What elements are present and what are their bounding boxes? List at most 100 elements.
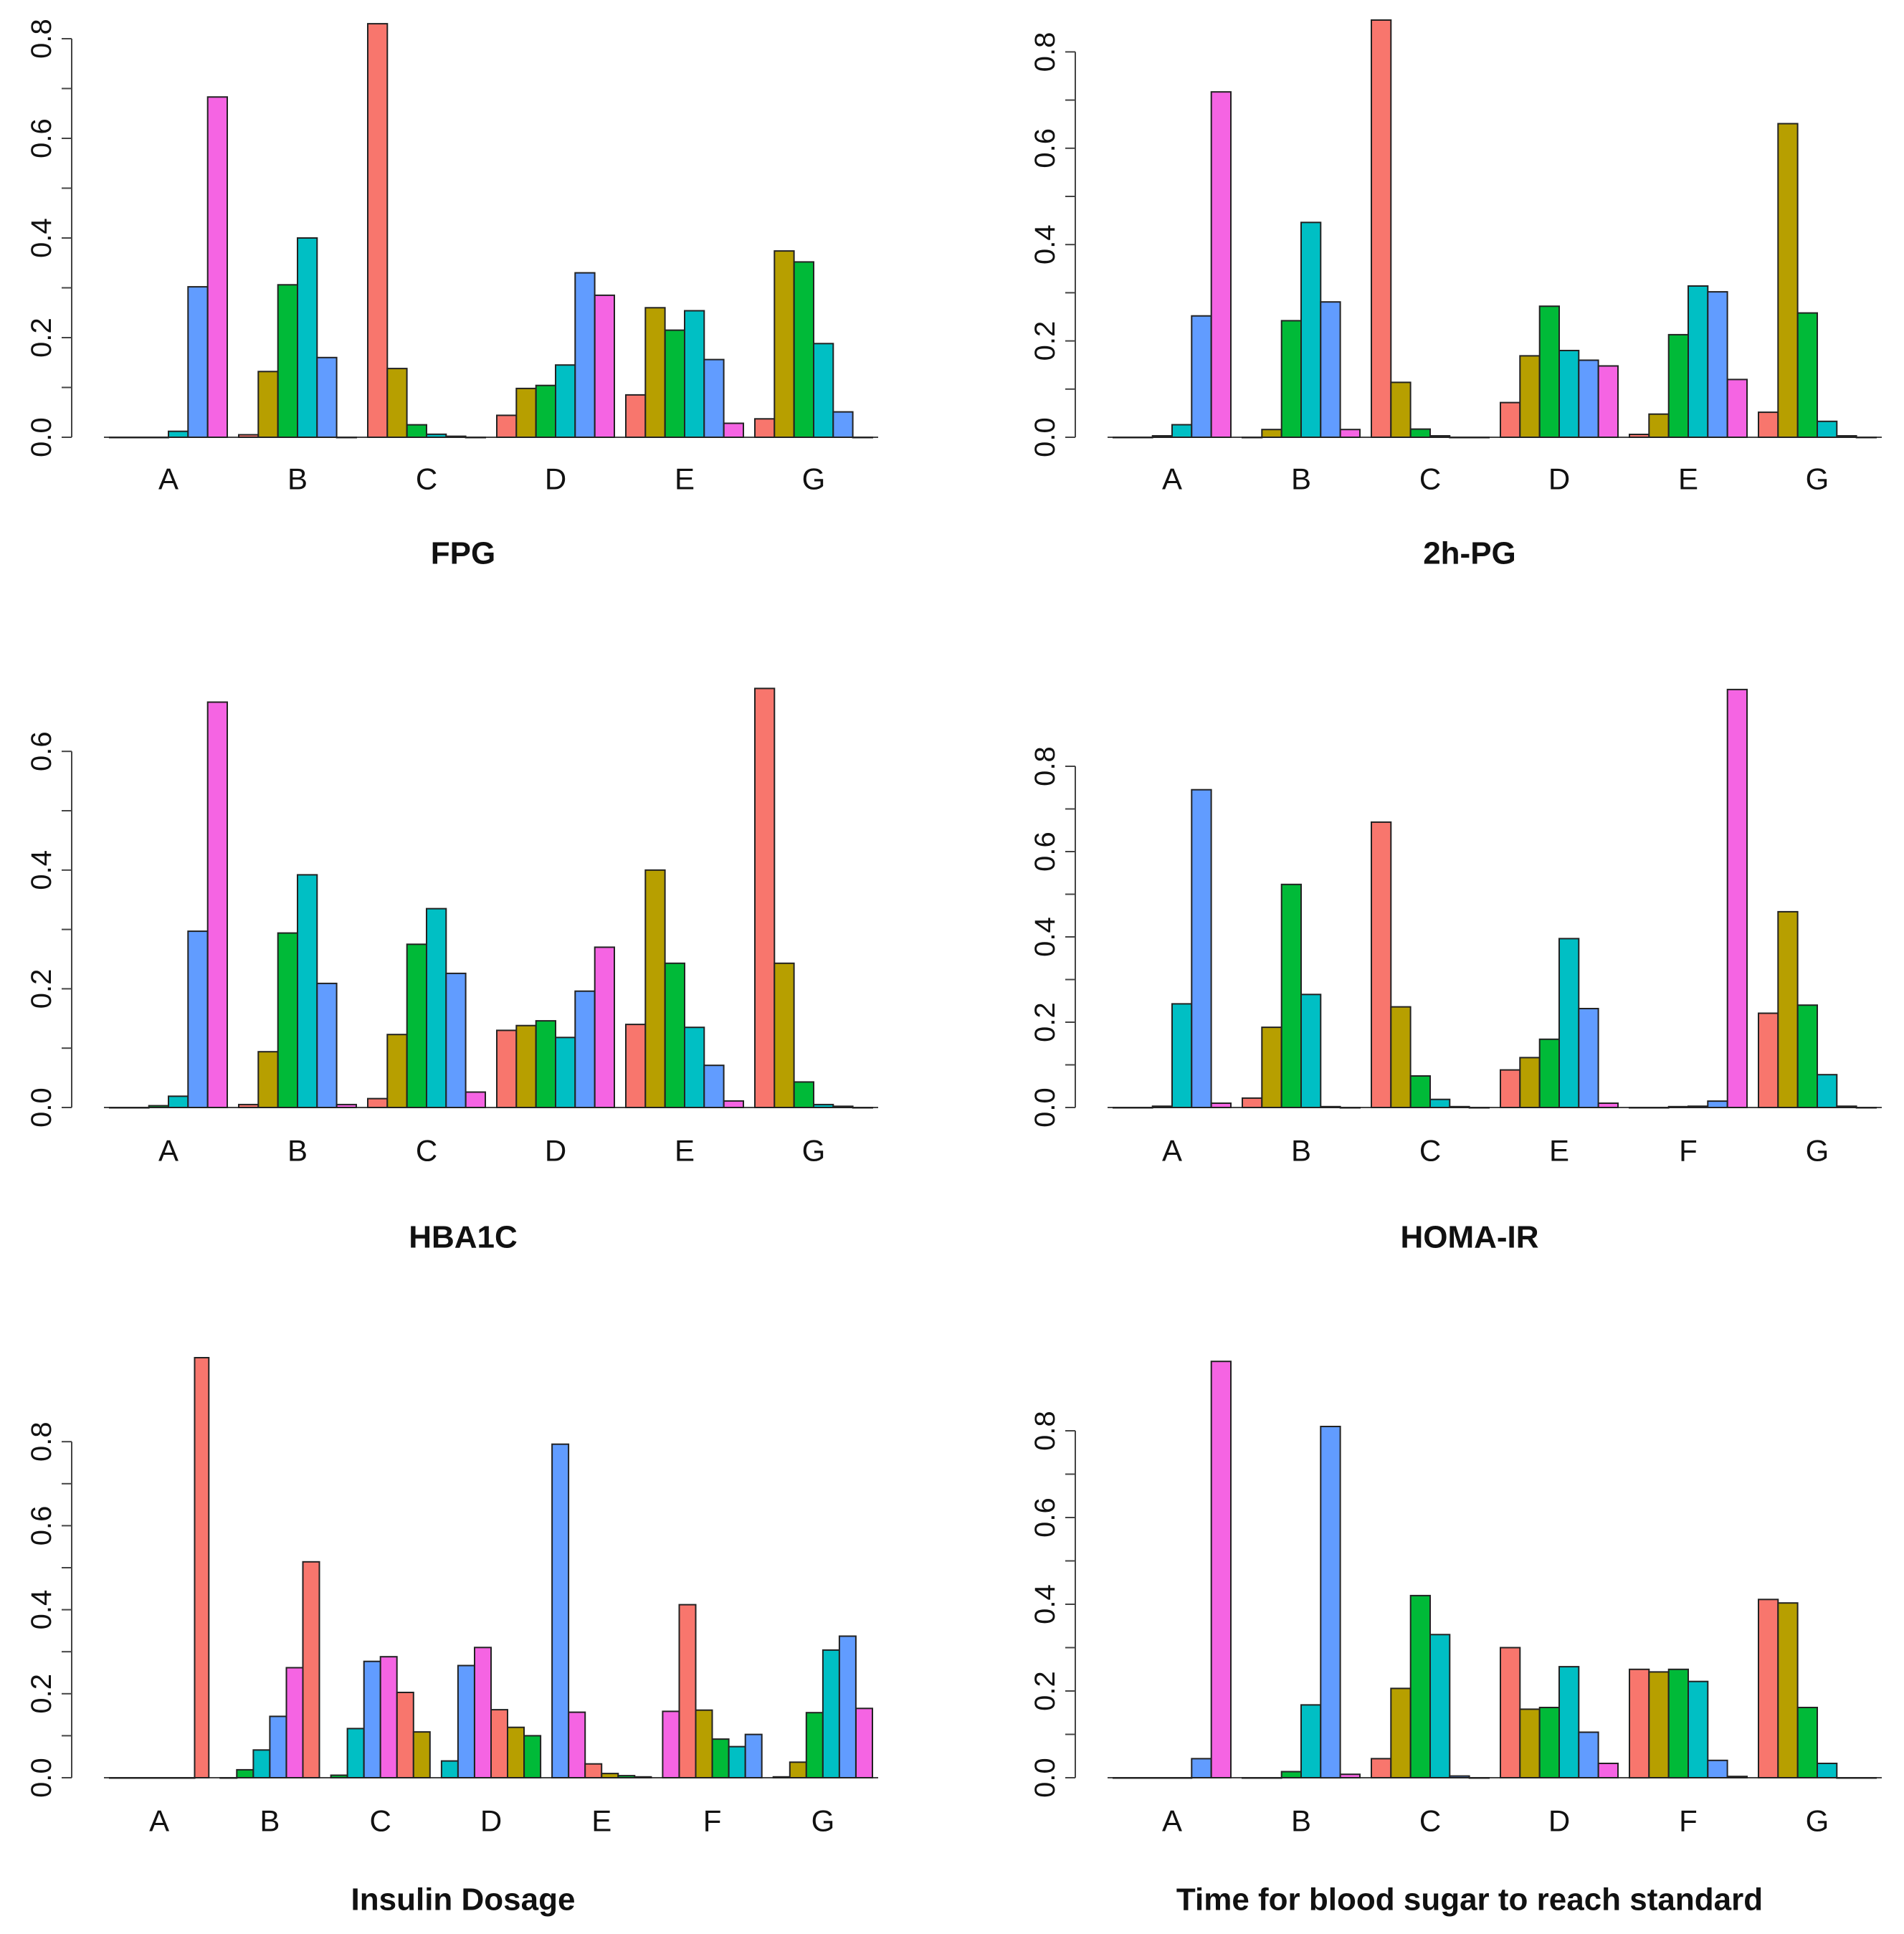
x-tick-label: A bbox=[1162, 1804, 1182, 1838]
bar-b-4 bbox=[297, 237, 318, 438]
bar-g-1 bbox=[754, 687, 776, 1108]
bar-d-6 bbox=[594, 294, 616, 438]
bar-e-2 bbox=[644, 869, 666, 1109]
y-tick-label: 0.2 bbox=[1029, 1002, 1061, 1042]
bar-c-2 bbox=[1390, 1687, 1412, 1778]
bar-c-3 bbox=[1409, 1075, 1431, 1108]
bar-b-6 bbox=[302, 1561, 320, 1779]
bar-c-3 bbox=[1409, 428, 1431, 438]
bar-a-2 bbox=[128, 437, 150, 439]
bar-d-1 bbox=[1500, 1647, 1521, 1778]
bar-c-2 bbox=[386, 1034, 408, 1108]
bar-e-6 bbox=[723, 422, 745, 438]
bar-e-4 bbox=[1688, 285, 1709, 438]
bar-c-3 bbox=[363, 1660, 381, 1778]
bar-e-4 bbox=[1558, 938, 1580, 1109]
bar-g-6 bbox=[1855, 437, 1877, 439]
bar-b-4 bbox=[297, 874, 318, 1109]
y-tick-label: 0.0 bbox=[1029, 1087, 1061, 1128]
bar-c-4 bbox=[426, 908, 447, 1108]
bar-b-4 bbox=[1300, 1704, 1322, 1778]
bar-g-3 bbox=[1796, 1004, 1818, 1108]
x-tick-label: F bbox=[703, 1804, 722, 1838]
bar-g-3 bbox=[805, 1712, 824, 1778]
bar-b-4 bbox=[1300, 994, 1322, 1109]
y-tick-label: 0.8 bbox=[1029, 32, 1061, 72]
bar-e-5 bbox=[703, 358, 725, 439]
bar-c-6 bbox=[1468, 1107, 1490, 1109]
x-tick-label: B bbox=[287, 462, 308, 496]
bar-f-2 bbox=[1648, 1107, 1670, 1109]
chart-title: HOMA-IR bbox=[1400, 1220, 1538, 1255]
bar-c-1 bbox=[330, 1774, 348, 1778]
x-tick-label: A bbox=[1162, 1134, 1182, 1168]
bar-a-3 bbox=[148, 1105, 169, 1108]
bar-a-6 bbox=[1210, 1361, 1232, 1778]
bar-f-1 bbox=[662, 1710, 680, 1778]
x-tick-label: C bbox=[370, 1804, 391, 1838]
bar-e-1 bbox=[625, 394, 647, 439]
y-tick-label: 0.0 bbox=[26, 1087, 57, 1128]
bar-f-6 bbox=[1726, 1776, 1748, 1778]
y-tick-label: 0.8 bbox=[1029, 746, 1061, 786]
bar-c-2 bbox=[1390, 381, 1412, 439]
bar-a-6 bbox=[206, 96, 229, 439]
bar-d-3 bbox=[535, 1020, 557, 1108]
bar-c-4 bbox=[379, 1656, 398, 1778]
chart-panel-3: 0.0 0.2 0.4 0.6 A B C D E G HBA1C bbox=[26, 687, 878, 1255]
x-tick-label: A bbox=[1162, 462, 1182, 496]
bar-d-1 bbox=[496, 1029, 518, 1109]
y-tick-label: 0.4 bbox=[26, 218, 57, 258]
x-tick-label: E bbox=[1678, 462, 1698, 496]
bar-g-2 bbox=[1777, 910, 1799, 1109]
bar-d-2 bbox=[515, 1024, 537, 1108]
y-tick-label: 0.2 bbox=[1029, 1671, 1061, 1711]
bar-g-1 bbox=[754, 418, 776, 438]
bar-b-1 bbox=[238, 434, 260, 438]
bar-f-2 bbox=[1648, 1671, 1670, 1778]
x-tick-label: D bbox=[545, 1134, 566, 1168]
bar-g-4 bbox=[813, 343, 834, 438]
bar-g-5 bbox=[838, 1635, 857, 1778]
bar-f-4 bbox=[711, 1738, 730, 1779]
bar-a-6 bbox=[1210, 91, 1232, 438]
y-tick-label: 0.6 bbox=[26, 1506, 57, 1546]
bar-g-2 bbox=[1777, 123, 1799, 438]
bar-d-2 bbox=[1519, 355, 1541, 438]
bar-c-1 bbox=[1371, 1758, 1392, 1778]
bar-c-5 bbox=[1449, 1775, 1470, 1779]
bar-e-3 bbox=[1667, 333, 1689, 438]
bar-e-4 bbox=[601, 1773, 619, 1779]
bar-g-1 bbox=[772, 1776, 791, 1779]
bar-g-2 bbox=[1777, 1602, 1799, 1778]
bar-b-3 bbox=[277, 284, 299, 438]
bar-b-2 bbox=[257, 1051, 279, 1108]
bar-a-3 bbox=[148, 437, 169, 439]
bar-f-6 bbox=[1726, 688, 1748, 1108]
bar-d-3 bbox=[474, 1647, 492, 1779]
bar-a-4 bbox=[168, 430, 189, 439]
bar-b-5 bbox=[285, 1667, 304, 1778]
bar-g-4 bbox=[1817, 1763, 1838, 1778]
bar-a-1 bbox=[1113, 1107, 1134, 1109]
bar-e-5 bbox=[617, 1775, 636, 1779]
chart-title: Time for blood sugar to reach standard bbox=[1176, 1882, 1763, 1918]
x-tick-label: E bbox=[591, 1804, 611, 1838]
x-tick-label: D bbox=[1548, 462, 1570, 496]
bar-d-2 bbox=[1519, 1708, 1541, 1778]
bar-c-5 bbox=[396, 1692, 414, 1778]
x-tick-label: C bbox=[1419, 1804, 1441, 1838]
bar-g-3 bbox=[793, 261, 814, 438]
bar-a-1 bbox=[1113, 437, 1134, 439]
bar-b-2 bbox=[1261, 429, 1282, 439]
bar-d-4 bbox=[555, 1037, 576, 1109]
x-tick-label: G bbox=[802, 462, 826, 496]
bar-g-2 bbox=[774, 250, 795, 438]
bar-g-5 bbox=[1836, 435, 1857, 438]
x-tick-label: E bbox=[1549, 1134, 1569, 1168]
bar-b-5 bbox=[1320, 301, 1341, 439]
bar-b-2 bbox=[1261, 1026, 1282, 1108]
bar-d-1 bbox=[440, 1760, 459, 1779]
bar-f-5 bbox=[1707, 1759, 1728, 1779]
bar-d-5 bbox=[507, 1726, 525, 1778]
